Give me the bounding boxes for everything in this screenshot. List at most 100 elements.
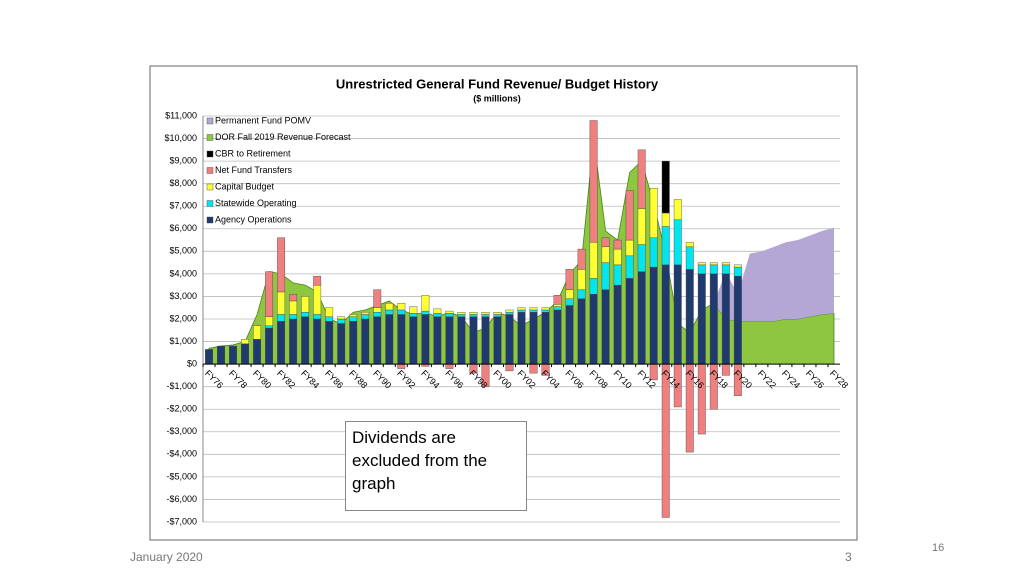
bar (661, 363, 670, 518)
bar (469, 316, 478, 365)
bar (625, 239, 634, 257)
bar (229, 345, 237, 365)
page-number: 3 (845, 550, 852, 564)
legend-swatch (206, 183, 214, 191)
bar (529, 312, 538, 365)
bar (361, 314, 370, 320)
bar (421, 295, 430, 312)
bar (205, 349, 213, 365)
bar (433, 308, 442, 314)
bar (517, 309, 526, 313)
legend-label: Statewide Operating (215, 198, 297, 208)
bar (697, 273, 706, 365)
bar (433, 313, 442, 317)
legend-label: Net Fund Transfers (215, 165, 293, 175)
bar (481, 314, 490, 317)
bar (505, 309, 514, 313)
bar (457, 316, 466, 365)
bar (505, 312, 514, 315)
bar (721, 273, 730, 365)
bar (553, 295, 562, 305)
bar (577, 289, 586, 299)
bar (685, 242, 694, 248)
bar (637, 271, 646, 365)
bar (409, 306, 418, 314)
bar (277, 321, 286, 365)
bar (529, 363, 538, 374)
bar (493, 312, 502, 315)
bar (469, 314, 478, 317)
bar (325, 321, 334, 365)
bar (541, 309, 550, 313)
bar (673, 199, 682, 220)
bar (613, 284, 622, 365)
bar (289, 293, 298, 302)
y-tick-label: $3,000 (169, 291, 197, 301)
y-tick-label: $5,000 (169, 246, 197, 256)
bar (313, 318, 322, 365)
legend-swatch (206, 167, 214, 174)
bar (361, 318, 370, 365)
y-tick-label: $9,000 (169, 155, 197, 165)
legend-label: CBR to Retirement (215, 148, 291, 158)
bar (433, 316, 442, 365)
bar (337, 316, 346, 320)
bar (445, 310, 454, 314)
y-tick-label: $6,000 (169, 223, 197, 233)
bar (577, 298, 586, 365)
bar (721, 262, 730, 266)
bar (625, 278, 634, 365)
y-tick-label: $8,000 (169, 178, 197, 188)
bar (589, 120, 598, 243)
bar (241, 339, 249, 345)
y-tick-label: -$7,000 (166, 516, 197, 526)
bar (601, 246, 610, 263)
bar (589, 293, 598, 365)
bar (313, 284, 322, 315)
bar (265, 327, 274, 365)
y-tick-label: -$6,000 (166, 494, 197, 504)
bar (385, 303, 394, 311)
bar (397, 314, 406, 365)
bar (277, 291, 286, 315)
bar (553, 306, 562, 311)
bar (373, 312, 382, 317)
bar (661, 212, 670, 227)
bar (301, 296, 310, 313)
bar (385, 314, 394, 365)
bar (613, 264, 622, 286)
bar (625, 255, 634, 279)
bar (637, 149, 646, 209)
legend-swatch (206, 216, 214, 224)
legend-swatch (206, 200, 214, 207)
bar (265, 271, 274, 317)
bar (709, 264, 718, 275)
bar (649, 266, 658, 365)
bar (277, 314, 286, 322)
bar (505, 363, 514, 372)
bar (661, 160, 670, 214)
bar (529, 309, 538, 313)
bar (709, 273, 718, 365)
bar (577, 248, 586, 270)
y-tick-label: -$2,000 (166, 404, 197, 414)
bar (517, 312, 526, 365)
bar (289, 314, 298, 320)
bar (721, 363, 730, 376)
bar (613, 248, 622, 266)
bar (397, 303, 406, 311)
bar (241, 343, 249, 365)
bar (325, 307, 334, 317)
chart-subtitle: ($ millions) (473, 93, 521, 103)
bar (349, 321, 358, 365)
bar (541, 312, 550, 365)
bar (373, 307, 382, 313)
bar (289, 318, 298, 365)
bar (733, 264, 742, 268)
legend-swatch (206, 150, 214, 158)
y-tick-label: $10,000 (164, 133, 197, 143)
footer-date: January 2020 (130, 550, 203, 564)
bar (349, 316, 358, 322)
bar (553, 309, 562, 365)
y-tick-label: $1,000 (169, 336, 197, 346)
